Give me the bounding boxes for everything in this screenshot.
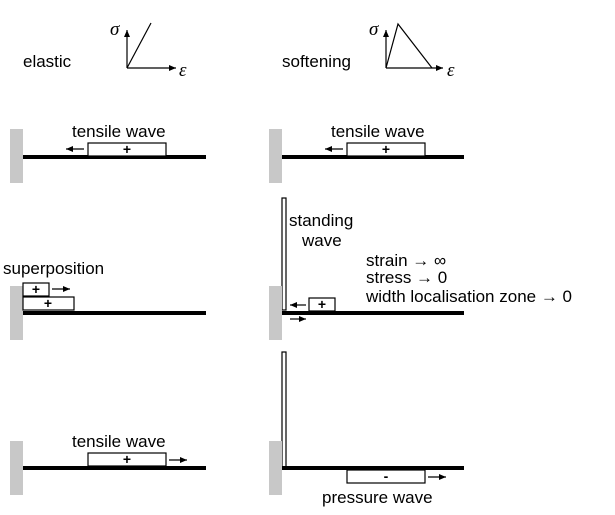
elastic-label: elastic: [23, 52, 72, 71]
fixed-wall: [10, 286, 23, 340]
pressure-wave-label: pressure wave: [322, 488, 433, 507]
softening-epsilon-symbol: ε: [447, 60, 455, 81]
elastic-curve: [126, 22, 152, 69]
elastic-sigma-symbol: σ: [110, 19, 120, 40]
width-note: width localisation zone → 0: [365, 287, 572, 306]
row1-right-bar: + tensile wave: [269, 122, 464, 183]
fixed-wall: [269, 129, 282, 183]
elastic-epsilon-symbol: ε: [179, 60, 187, 81]
softening-sigma-symbol: σ: [369, 19, 379, 40]
standing-wave-spike: [281, 197, 287, 311]
plus-sign: +: [32, 281, 40, 297]
stress-note: stress → 0: [366, 268, 447, 287]
incident-pulse: [22, 296, 75, 311]
tensile-pulse: [87, 142, 167, 157]
tensile-pulse: [308, 297, 336, 312]
tensile-wave-label: tensile wave: [331, 122, 425, 141]
tensile-pulse: [346, 142, 426, 157]
row3-right-bar: - pressure wave: [269, 351, 464, 507]
elastic-stress-strain-graph: σ ε: [110, 19, 187, 81]
tensile-wave-label: tensile wave: [72, 122, 166, 141]
plus-sign: +: [318, 296, 326, 312]
row1-left-bar: + tensile wave: [10, 122, 206, 183]
fixed-wall: [269, 286, 282, 340]
row2-right-bar: standing wave strain → ∞ stress → 0 widt…: [269, 197, 572, 340]
softening-stress-strain-graph: σ ε: [369, 19, 455, 81]
row2-left-bar: superposition + +: [3, 259, 206, 340]
plus-sign: +: [123, 141, 131, 157]
plus-sign: +: [123, 451, 131, 467]
tensile-wave-label: tensile wave: [72, 432, 166, 451]
wave-label: wave: [301, 231, 342, 250]
tensile-pulse: [87, 452, 167, 467]
fixed-wall: [10, 441, 23, 495]
softening-curve: [385, 22, 433, 69]
fixed-wall: [269, 441, 282, 495]
strain-note: strain → ∞: [366, 251, 446, 270]
superposition-label: superposition: [3, 259, 104, 278]
softening-label: softening: [282, 52, 351, 71]
plus-sign: +: [382, 141, 390, 157]
pressure-pulse: [346, 469, 426, 484]
plus-sign: +: [44, 295, 52, 311]
standing-label: standing: [289, 211, 353, 230]
minus-sign: -: [384, 468, 389, 484]
row3-left-bar: tensile wave +: [10, 432, 206, 495]
fixed-wall: [10, 129, 23, 183]
reflected-pulse: [22, 282, 50, 297]
localised-strain-spike: [281, 351, 287, 468]
